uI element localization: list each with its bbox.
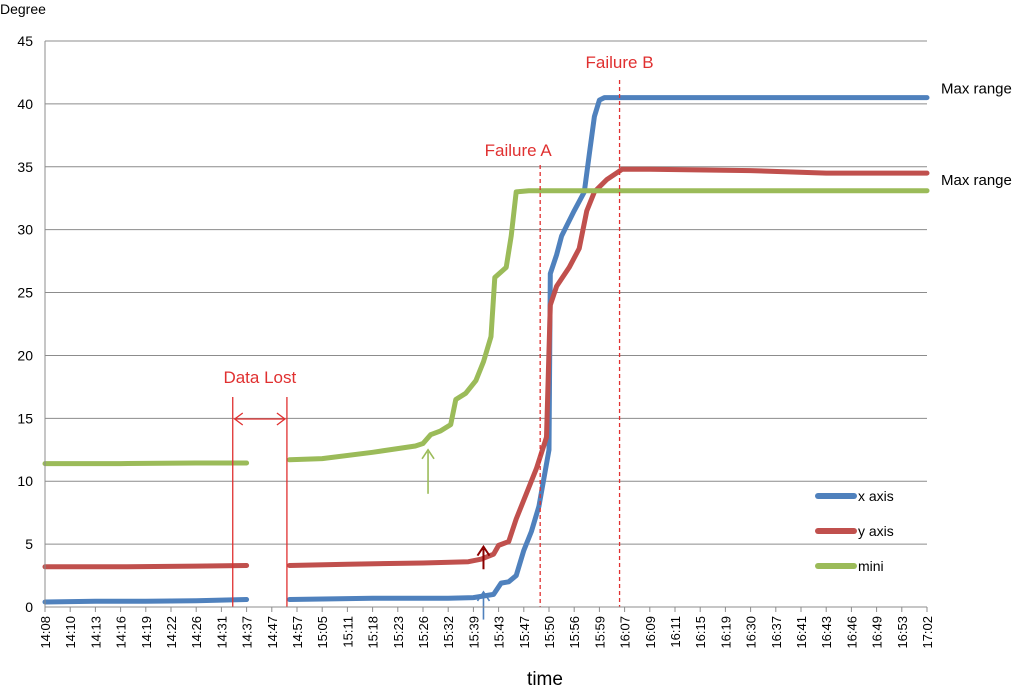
- axes-layer: 0 5 10 15 20 25 30 35 40 45 14:08 14:10 14:13 14:16 14…: [17, 33, 935, 649]
- annotation-layer: Data Lost Failure A Failure B Max range Max …: [223, 53, 1012, 620]
- y-tick-label: 10: [17, 473, 33, 489]
- x-tick-label: 14:16: [114, 616, 129, 649]
- legend-label-mini: mini: [858, 558, 884, 574]
- x-tick-label: 15:11: [340, 616, 355, 648]
- x-tick-label: 14:26: [189, 616, 204, 649]
- x-tick-label: 15:39: [466, 616, 481, 649]
- data-lost-label: Data Lost: [223, 368, 296, 387]
- y-tick-label: 45: [17, 33, 33, 49]
- x-tick-label: 15:23: [391, 616, 406, 649]
- x-tick-label: 14:47: [265, 616, 280, 649]
- x-tick-label: 15:50: [542, 616, 557, 649]
- x-tick-label: 16:43: [819, 616, 834, 649]
- x-tick-label: 16:11: [668, 616, 683, 648]
- x-tick-label: 14:08: [38, 616, 53, 649]
- x-tick-label: 16:07: [618, 616, 633, 649]
- x-tick-label: 14:22: [164, 616, 179, 649]
- x-axis-label: time: [527, 669, 563, 686]
- x-tick-label: 15:56: [567, 616, 582, 649]
- blue-arrow-head: [476, 590, 491, 602]
- x-tick-label: 15:32: [441, 616, 456, 649]
- x-tick-label: 14:57: [290, 616, 305, 649]
- x-tick-label: 15:59: [592, 616, 607, 649]
- series-line-mini: [42, 188, 930, 467]
- y-tick-label: 0: [25, 599, 33, 615]
- legend-label-x-axis: x axis: [858, 488, 894, 504]
- failure-b-label: Failure B: [586, 53, 654, 72]
- x-tick-label: 16:37: [769, 616, 784, 649]
- series-line-y-axis: [42, 166, 930, 570]
- x-tick-label: 15:47: [517, 616, 532, 649]
- y-tick-label: 20: [17, 347, 33, 363]
- y-tick-label: 5: [25, 536, 33, 552]
- y-tick-label: 25: [17, 285, 33, 301]
- x-tick-label: 16:15: [693, 616, 708, 649]
- x-tick-label: 15:26: [416, 616, 431, 649]
- x-tick-label: 16:46: [844, 616, 859, 649]
- y-tick-label: 40: [17, 96, 33, 112]
- x-tick-label: 16:19: [718, 616, 733, 649]
- x-tick-label: 15:43: [492, 616, 507, 649]
- y-tick-label: 30: [17, 222, 33, 238]
- series-layer: [42, 95, 930, 605]
- green-arrow-head: [421, 448, 435, 460]
- series-line-x-axis: [42, 95, 930, 605]
- x-tick-label: 14:19: [139, 616, 154, 649]
- legend: x axis y axis mini: [815, 488, 894, 574]
- max-range-x-label: Max range: [941, 81, 1012, 98]
- data-lost-arrowhead-left: [233, 412, 244, 426]
- x-tick-label: 15:18: [366, 616, 381, 649]
- x-tick-label: 16:41: [794, 616, 809, 649]
- y-tick-label: 35: [17, 159, 33, 175]
- y-axis-label: Degree: [0, 1, 46, 17]
- x-tick-label: 14:37: [240, 616, 255, 649]
- x-tick-label: 16:53: [895, 616, 910, 649]
- x-tick-label: 14:31: [214, 616, 229, 649]
- x-tick-label: 16:30: [744, 616, 759, 649]
- data-lost-arrowhead-right: [276, 412, 287, 426]
- y-tick-label: 15: [17, 410, 33, 426]
- red-arrow-head: [476, 544, 491, 557]
- max-range-y-label: Max range: [941, 172, 1012, 189]
- x-tick-label: 15:05: [315, 616, 330, 649]
- legend-label-y-axis: y axis: [858, 523, 894, 539]
- grid-layer: [45, 40, 927, 545]
- x-tick-label: 16:49: [870, 616, 885, 649]
- x-tick-label: 17:02: [920, 616, 935, 649]
- x-tick-label: 16:09: [643, 616, 658, 649]
- failure-a-label: Failure A: [485, 141, 553, 160]
- x-tick-label: 14:13: [88, 616, 103, 649]
- x-tick-label: 14:10: [63, 616, 78, 649]
